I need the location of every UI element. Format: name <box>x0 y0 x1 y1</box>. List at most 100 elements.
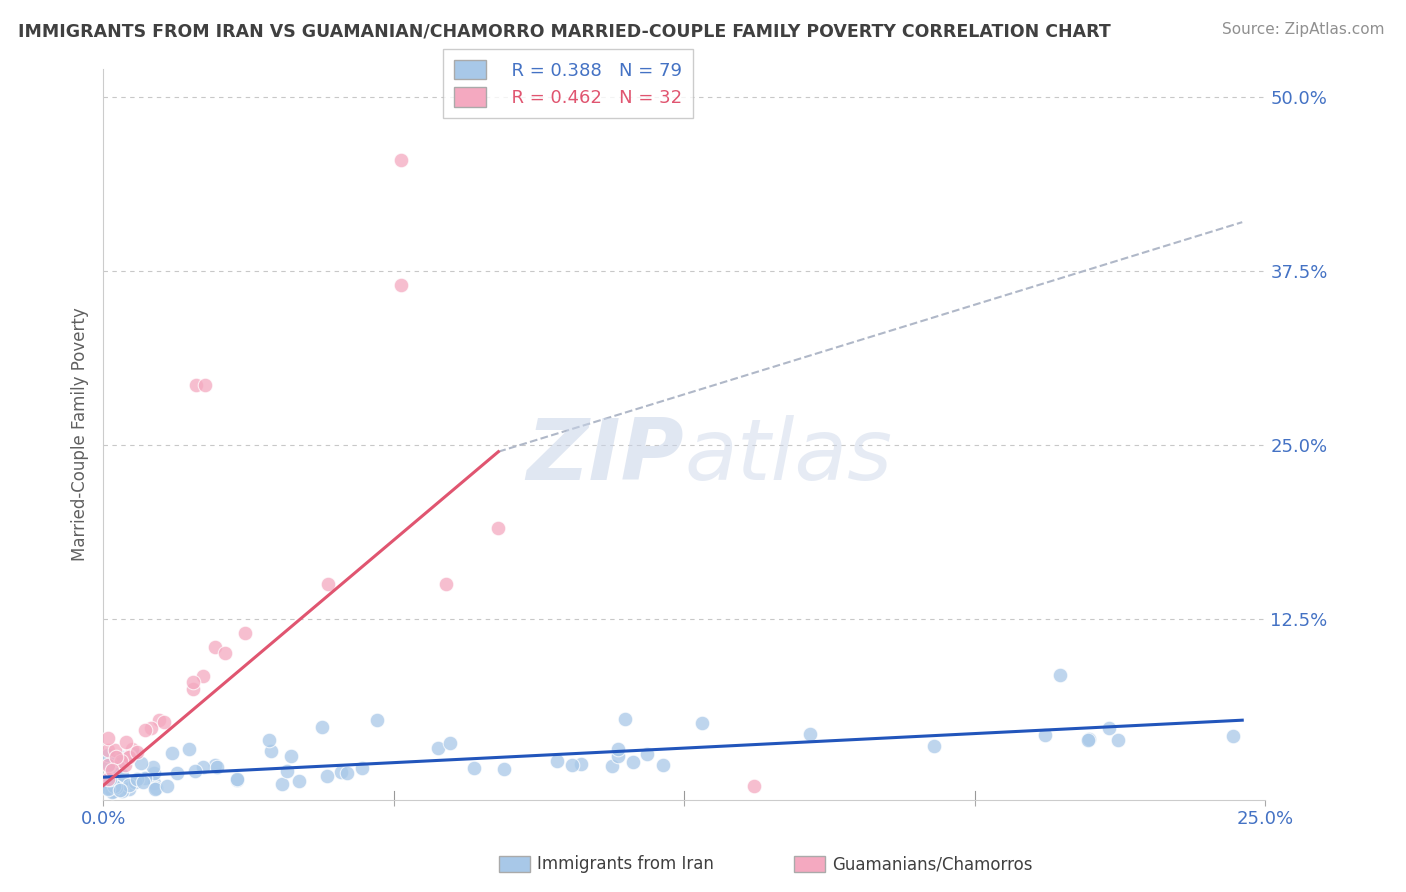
Point <box>439 736 461 750</box>
Point <box>607 741 630 756</box>
Point <box>1098 721 1121 735</box>
Point <box>311 720 333 734</box>
Point <box>124 747 146 761</box>
Point <box>194 378 217 392</box>
Point <box>546 755 568 769</box>
Point <box>104 749 127 764</box>
Point <box>233 626 256 640</box>
Point <box>366 713 388 727</box>
Point <box>117 778 139 792</box>
Point <box>205 760 228 774</box>
Point <box>118 750 141 764</box>
Point <box>426 740 449 755</box>
Point <box>97 772 120 786</box>
Point <box>257 733 280 747</box>
Point <box>1033 728 1056 742</box>
Point <box>110 754 132 768</box>
Point <box>100 772 122 787</box>
Point <box>607 748 630 763</box>
Point <box>97 757 120 772</box>
Point <box>742 779 765 793</box>
Point <box>145 780 167 795</box>
Point <box>177 741 200 756</box>
Point <box>287 773 309 788</box>
Point <box>97 774 120 789</box>
Point <box>124 774 146 789</box>
Point <box>204 758 226 772</box>
Point <box>118 782 141 797</box>
Point <box>127 772 149 786</box>
Point <box>143 776 166 790</box>
Point <box>316 577 339 591</box>
Point <box>139 721 162 735</box>
Point <box>129 756 152 771</box>
Point <box>100 784 122 798</box>
Point <box>600 758 623 772</box>
Point <box>336 766 359 780</box>
Point <box>271 777 294 791</box>
Point <box>330 764 353 779</box>
Point <box>143 766 166 780</box>
Point <box>101 779 124 793</box>
Point <box>103 760 125 774</box>
Point <box>152 714 174 729</box>
Point <box>389 277 412 292</box>
Point <box>226 772 249 787</box>
Point <box>181 675 204 690</box>
Point <box>143 781 166 796</box>
Point <box>561 758 583 772</box>
Point <box>97 742 120 756</box>
Point <box>1107 733 1129 747</box>
Point <box>1222 730 1244 744</box>
Point <box>280 748 302 763</box>
Point <box>613 712 636 726</box>
Point <box>112 750 135 764</box>
Point <box>1077 731 1099 746</box>
Point <box>97 779 120 793</box>
Point <box>134 771 156 785</box>
Point <box>97 782 120 797</box>
Point <box>260 744 283 758</box>
Point <box>652 757 675 772</box>
Point <box>103 771 125 785</box>
Text: Guamanians/Chamorros: Guamanians/Chamorros <box>832 855 1033 873</box>
Point <box>204 640 226 654</box>
Point <box>101 764 124 778</box>
Point <box>97 747 120 762</box>
Point <box>434 577 457 591</box>
Point <box>97 758 120 772</box>
Point <box>142 759 165 773</box>
Point <box>148 713 170 727</box>
Point <box>226 772 249 787</box>
Point <box>494 762 516 776</box>
Point <box>134 723 156 738</box>
Point <box>114 735 136 749</box>
Point <box>111 768 134 782</box>
Point <box>1049 668 1071 682</box>
Point <box>315 769 337 783</box>
Point <box>121 741 143 756</box>
Point <box>108 782 131 797</box>
Point <box>112 773 135 788</box>
Legend:   R = 0.388   N = 79,   R = 0.462   N = 32: R = 0.388 N = 79, R = 0.462 N = 32 <box>443 49 693 118</box>
Text: Source: ZipAtlas.com: Source: ZipAtlas.com <box>1222 22 1385 37</box>
Point <box>118 748 141 763</box>
Point <box>97 780 120 795</box>
Text: atlas: atlas <box>685 415 893 498</box>
Point <box>350 761 373 775</box>
Point <box>184 378 207 392</box>
Point <box>389 153 412 167</box>
Point <box>114 758 136 772</box>
Point <box>166 765 188 780</box>
Point <box>97 731 120 746</box>
Point <box>571 757 593 772</box>
Point <box>160 746 183 760</box>
Point <box>111 784 134 798</box>
Point <box>621 756 644 770</box>
Point <box>104 780 127 794</box>
Point <box>276 764 298 779</box>
Point <box>191 669 214 683</box>
Point <box>1077 732 1099 747</box>
Point <box>463 761 485 775</box>
Point <box>191 760 214 774</box>
